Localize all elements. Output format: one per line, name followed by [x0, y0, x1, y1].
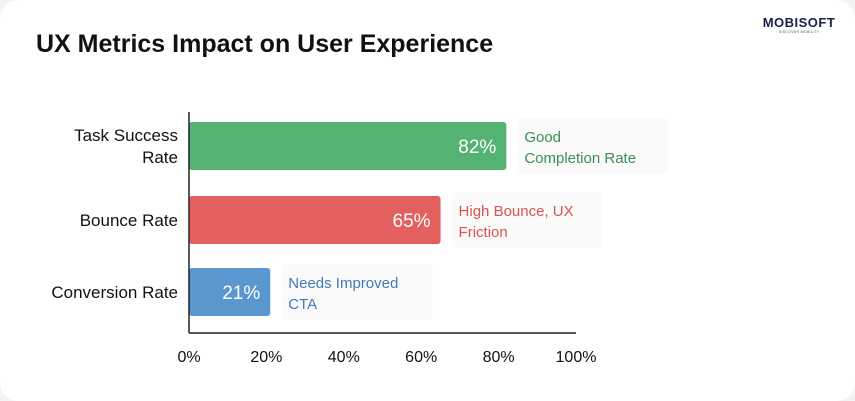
chart-title: UX Metrics Impact on User Experience: [36, 30, 494, 58]
x-tick-label: 60%: [405, 349, 437, 366]
logo-tagline: DISCOVER MOBILITY: [778, 30, 820, 34]
bar: [189, 122, 507, 170]
category-label: Task Success: [74, 126, 178, 145]
bar-annotation: Friction: [459, 224, 508, 241]
bar-annotation: CTA: [288, 296, 317, 313]
bar-annotation: Completion Rate: [524, 150, 636, 167]
category-label: Conversion Rate: [51, 283, 178, 302]
bar-value-label: 65%: [393, 211, 431, 232]
bar-value-label: 82%: [458, 137, 496, 158]
x-tick-label: 20%: [250, 349, 282, 366]
category-label: Rate: [142, 148, 178, 167]
bar-value-label: 21%: [222, 283, 260, 304]
logo-text: MOBISOFT: [762, 15, 836, 30]
annotation-panel: [452, 192, 603, 248]
bar-annotation: High Bounce, UX: [459, 203, 574, 220]
x-tick-label: 80%: [483, 349, 515, 366]
annotation-panel: [518, 118, 669, 174]
bar: [189, 268, 271, 316]
category-label: Bounce Rate: [80, 211, 178, 230]
bar: [189, 196, 441, 244]
bar-annotation: Needs Improved: [288, 275, 398, 292]
annotation-panel: [282, 264, 433, 320]
x-tick-label: 100%: [556, 349, 597, 366]
x-tick-label: 0%: [177, 349, 200, 366]
bar-annotation: Good: [524, 129, 561, 146]
brand-logo: MOBISOFT DISCOVER MOBILITY: [760, 16, 838, 35]
x-tick-label: 40%: [328, 349, 360, 366]
